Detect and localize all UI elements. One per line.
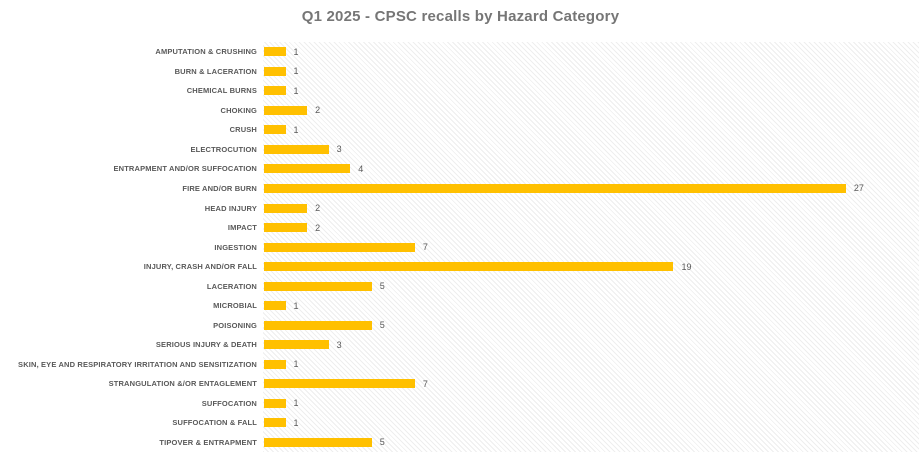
bar-row: 2 [263, 218, 919, 238]
bar [264, 242, 415, 252]
bar-row: 1 [263, 394, 919, 414]
category-label: SERIOUS INJURY & DEATH [155, 340, 257, 350]
data-label: 2 [315, 203, 321, 214]
data-label: 3 [336, 339, 342, 350]
data-label: 1 [293, 417, 299, 428]
bar-row: 1 [263, 81, 919, 101]
bar [264, 379, 415, 389]
category-label: IMPACT [227, 223, 257, 233]
category-label: ELECTROCUTION [190, 144, 257, 154]
bar [264, 281, 372, 291]
category-label: LACERATION [206, 281, 257, 291]
data-label: 1 [293, 85, 299, 96]
bar [264, 105, 308, 115]
bar-row: 7 [263, 237, 919, 257]
bar [264, 223, 308, 233]
bar-row: 1 [263, 296, 919, 316]
data-label: 1 [293, 359, 299, 370]
bar-row: 2 [263, 198, 919, 218]
data-label: 1 [293, 46, 299, 57]
bar-row: 2 [263, 101, 919, 121]
category-label: SUFFOCATION [201, 398, 257, 408]
data-label: 27 [853, 183, 864, 194]
category-label: FIRE AND/OR BURN [182, 183, 257, 193]
category-label: TIPOVER & ENTRAPMENT [159, 437, 257, 447]
bar [264, 125, 286, 135]
bar-row: 1 [263, 42, 919, 62]
bar-row: 5 [263, 433, 919, 453]
bar-row: 5 [263, 315, 919, 335]
category-label: HEAD INJURY [204, 203, 257, 213]
category-label: SKIN, EYE AND RESPIRATORY IRRITATION AND… [18, 359, 257, 369]
data-label: 5 [379, 281, 385, 292]
category-label: BURN & LACERATION [174, 66, 257, 76]
bar-row: 19 [263, 257, 919, 277]
bar [264, 183, 846, 193]
bar-row: 1 [263, 120, 919, 140]
bar-row: 1 [263, 413, 919, 433]
data-label: 2 [315, 222, 321, 233]
category-label: MICROBIAL [213, 301, 257, 311]
data-label: 7 [422, 378, 428, 389]
data-label: 4 [358, 163, 364, 174]
plot-area: 1 1 1 2 1 3 4 27 2 2 7 19 5 1 5 3 1 7 1 1 5 [263, 42, 919, 452]
bar [264, 144, 329, 154]
category-label: INJURY, CRASH AND/OR FALL [143, 262, 257, 272]
data-label: 1 [293, 300, 299, 311]
bar-row: 5 [263, 276, 919, 296]
bar [264, 164, 351, 174]
bar [264, 47, 286, 57]
bar-row: 27 [263, 179, 919, 199]
category-label: CHEMICAL BURNS [186, 86, 257, 96]
data-label: 3 [336, 144, 342, 155]
data-label: 1 [293, 124, 299, 135]
bar [264, 418, 286, 428]
category-label: ENTRAPMENT AND/OR SUFFOCATION [113, 164, 257, 174]
bar [264, 320, 372, 330]
bar-row: 1 [263, 355, 919, 375]
data-label: 7 [422, 242, 428, 253]
category-axis: AMPUTATION & CRUSHING BURN & LACERATION CH… [0, 42, 257, 452]
bar [264, 359, 286, 369]
bar [264, 301, 286, 311]
bar-row: 3 [263, 140, 919, 160]
bar-row: 4 [263, 159, 919, 179]
bar [264, 66, 286, 76]
category-label: CHOKING [220, 105, 257, 115]
category-label: STRANGULATION &/OR ENTAGLEMENT [108, 379, 257, 389]
bar [264, 437, 372, 447]
bar [264, 262, 674, 272]
data-label: 1 [293, 66, 299, 77]
category-label: CRUSH [229, 125, 257, 135]
data-label: 19 [681, 261, 692, 272]
data-label: 2 [315, 105, 321, 116]
category-label: INGESTION [214, 242, 257, 252]
category-label: SUFFOCATION & FALL [172, 418, 257, 428]
bar [264, 398, 286, 408]
category-label: AMPUTATION & CRUSHING [155, 47, 257, 57]
bar-row: 1 [263, 62, 919, 82]
bar [264, 340, 329, 350]
bar-row: 7 [263, 374, 919, 394]
data-label: 5 [379, 320, 385, 331]
data-label: 5 [379, 437, 385, 448]
bar [264, 86, 286, 96]
bar [264, 203, 308, 213]
bar-row: 3 [263, 335, 919, 355]
category-label: POISONING [213, 320, 257, 330]
data-label: 1 [293, 398, 299, 409]
chart-title: Q1 2025 - CPSC recalls by Hazard Categor… [301, 8, 620, 25]
